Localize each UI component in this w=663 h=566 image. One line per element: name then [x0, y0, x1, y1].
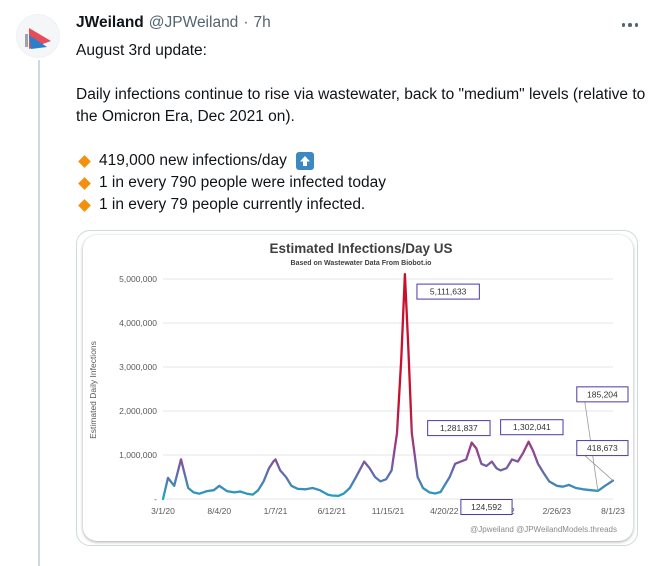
x-axis: 3/1/20 8/4/20 1/7/21 6/12/21 11/15/21 4/20/22…: [151, 506, 625, 516]
annotation-label: 185,204: [587, 389, 618, 399]
bullet-item: 419,000 new infections/day: [76, 150, 646, 172]
up-arrow-icon: [295, 152, 314, 170]
orange-diamond-icon: [78, 176, 91, 190]
author-handle[interactable]: @JPWeiland: [148, 14, 239, 31]
x-tick-label: 4/20/22: [430, 506, 459, 516]
annotation-box: [500, 419, 564, 436]
tweet-header: JWeiland @JPWeiland · 7h: [76, 14, 271, 36]
bullet-item: 1 in every 79 people currently infected.: [76, 194, 646, 216]
x-tick-label: 8/4/20: [207, 506, 231, 516]
orange-diamond-icon: [78, 198, 91, 212]
y-tick-label: 4,000,000: [119, 318, 157, 328]
chart-subtitle: Based on Wastewater Data From Biobot.io: [291, 260, 432, 267]
tweet-media[interactable]: Estimated Infections/Day US Based on Was…: [76, 230, 638, 546]
y-axis-label: Estimated Daily Infections: [88, 341, 98, 439]
annotations: 5,111,633 1,281,837 1,302,041 124,592 185,20…: [416, 283, 629, 516]
text-line: Daily infections continue to rise via wa…: [76, 86, 646, 125]
annotation-box: [460, 499, 513, 516]
x-tick-label: 11/15/21: [372, 506, 405, 516]
x-tick-label: 3/1/20: [151, 506, 175, 516]
separator: ·: [243, 14, 249, 31]
x-tick-label: 1/7/21: [264, 506, 288, 516]
bullet-text: 1 in every 790 people were infected toda…: [99, 174, 386, 191]
text-line: August 3rd update:: [76, 42, 207, 59]
annotation-box: [576, 386, 629, 403]
chart-credit: @Jpweiland @JPWeilandModels.threads: [470, 525, 617, 534]
grid: [163, 278, 613, 500]
annotation-label: 1,281,837: [440, 423, 478, 433]
y-tick-label: -: [154, 494, 157, 504]
annotation-box: [427, 420, 491, 437]
annotation-label: 5,111,633: [430, 287, 467, 297]
bullet-item: 1 in every 790 people were infected toda…: [76, 172, 646, 194]
timestamp[interactable]: 7h: [253, 14, 271, 31]
chart-frame: Estimated Infections/Day US Based on Was…: [83, 235, 633, 541]
y-axis: 5,000,000 4,000,000 3,000,000 2,000,000 1,00…: [119, 274, 157, 504]
y-tick-label: 5,000,000: [119, 274, 157, 284]
author-name[interactable]: JWeiland: [76, 14, 144, 31]
chart-title: Estimated Infections/Day US: [269, 241, 452, 256]
annotation-box: [416, 283, 480, 300]
orange-diamond-icon: [78, 154, 91, 168]
more-icon[interactable]: [618, 14, 642, 36]
annotation-label: 124,592: [471, 502, 502, 512]
x-tick-label: 8/1/23: [601, 506, 625, 516]
tweet-text: August 3rd update: Daily infections cont…: [76, 40, 646, 216]
avatar[interactable]: [16, 14, 60, 58]
annotation-label: 1,302,041: [513, 422, 551, 432]
annotation-box: [576, 440, 629, 457]
infections-chart: Estimated Infections/Day US Based on Was…: [88, 241, 629, 534]
avatar-logo-icon: [25, 28, 51, 49]
y-tick-label: 1,000,000: [119, 450, 157, 460]
x-tick-label: 6/12/21: [318, 506, 347, 516]
thread-line: [38, 60, 40, 566]
y-tick-label: 3,000,000: [119, 362, 157, 372]
annotation-leader: [584, 455, 614, 481]
x-tick-label: 2/26/23: [543, 506, 572, 516]
series-line: [161, 272, 615, 501]
bullet-text: 1 in every 79 people currently infected.: [99, 196, 366, 213]
bullet-text: 419,000 new infections/day: [99, 152, 287, 169]
y-tick-label: 2,000,000: [119, 406, 157, 416]
annotation-label: 418,673: [587, 443, 618, 453]
